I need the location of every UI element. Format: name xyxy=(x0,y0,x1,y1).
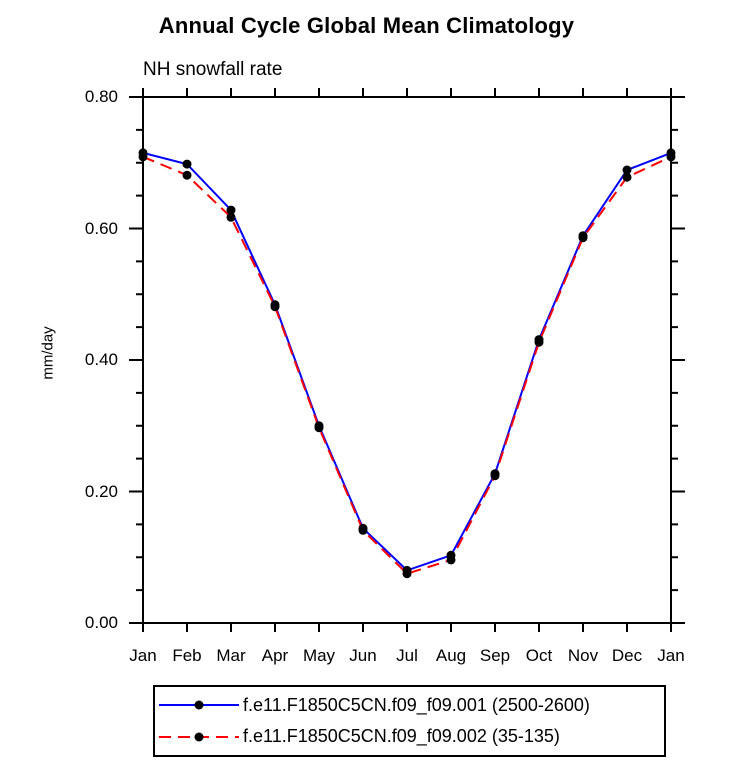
legend-item: f.e11.F1850C5CN.f09_f09.002 (35-135) xyxy=(158,724,664,750)
chart-subtitle: NH snowfall rate xyxy=(143,59,283,80)
data-point-marker xyxy=(358,525,368,535)
data-point-marker xyxy=(226,212,236,222)
x-tick-label: Aug xyxy=(435,646,467,665)
y-tick-label: 0.40 xyxy=(84,350,118,369)
legend-line-sample xyxy=(159,700,239,710)
data-point-marker xyxy=(138,152,148,162)
x-tick-label: Dec xyxy=(611,646,643,665)
x-tick-label: Jun xyxy=(349,646,377,665)
legend-label: f.e11.F1850C5CN.f09_f09.002 (35-135) xyxy=(243,726,560,747)
y-tick-label: 0.80 xyxy=(84,87,118,106)
legend-marker xyxy=(194,700,204,710)
data-point-marker xyxy=(182,159,192,169)
data-point-marker xyxy=(270,302,280,312)
plot-frame xyxy=(142,96,672,624)
x-tick-label: Sep xyxy=(479,646,511,665)
x-tick-label: Feb xyxy=(172,646,202,665)
x-tick-label: Jan xyxy=(657,646,685,665)
y-tick-label: 0.00 xyxy=(84,613,118,632)
legend: f.e11.F1850C5CN.f09_f09.001 (2500-2600) f… xyxy=(153,685,666,757)
data-point-marker xyxy=(666,152,676,162)
data-point-marker xyxy=(446,555,456,565)
legend-label: f.e11.F1850C5CN.f09_f09.001 (2500-2600) xyxy=(243,694,590,715)
x-tick-label: Apr xyxy=(261,646,289,665)
y-tick-label: 0.60 xyxy=(84,218,118,238)
x-tick-label: Mar xyxy=(216,646,246,665)
y-tick-label: 0.20 xyxy=(84,481,118,501)
x-tick-label: Nov xyxy=(567,646,599,665)
legend-marker xyxy=(194,732,204,742)
legend-item: f.e11.F1850C5CN.f09_f09.001 (2500-2600) xyxy=(158,692,664,718)
x-tick-label: May xyxy=(302,646,336,665)
series-line-1 xyxy=(142,151,672,572)
data-point-marker xyxy=(578,233,588,243)
data-point-marker xyxy=(402,569,412,579)
x-tick-label: Jul xyxy=(396,646,418,665)
data-point-marker xyxy=(622,165,632,175)
legend-line-sample xyxy=(159,732,239,742)
data-point-marker xyxy=(622,172,632,182)
data-point-marker xyxy=(490,471,500,481)
x-tick-label: Oct xyxy=(525,646,553,665)
data-point-marker xyxy=(226,205,236,215)
data-point-marker xyxy=(314,423,324,433)
data-point-marker xyxy=(182,170,192,180)
data-point-marker xyxy=(534,337,544,347)
series-line-2 xyxy=(142,155,672,575)
chart-title: Annual Cycle Global Mean Climatology xyxy=(158,13,575,38)
x-tick-label: Jan xyxy=(129,646,157,665)
